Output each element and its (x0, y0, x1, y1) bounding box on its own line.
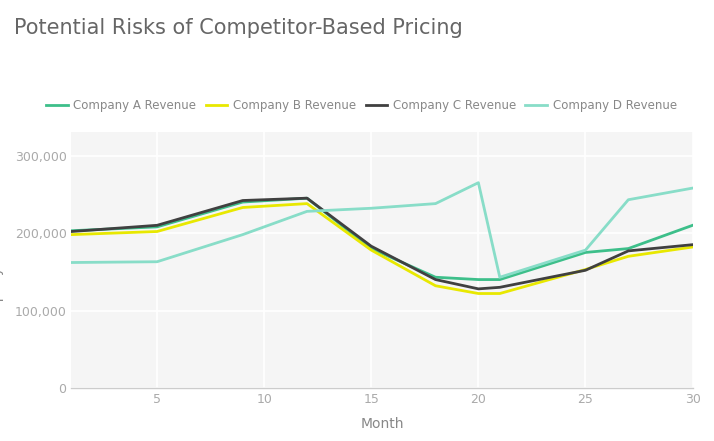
X-axis label: Month: Month (361, 417, 403, 431)
Text: Potential Risks of Competitor-Based Pricing: Potential Risks of Competitor-Based Pric… (14, 18, 463, 37)
Y-axis label: Company A Revenue: Company A Revenue (0, 188, 4, 333)
Legend: Company A Revenue, Company B Revenue, Company C Revenue, Company D Revenue: Company A Revenue, Company B Revenue, Co… (41, 94, 681, 116)
